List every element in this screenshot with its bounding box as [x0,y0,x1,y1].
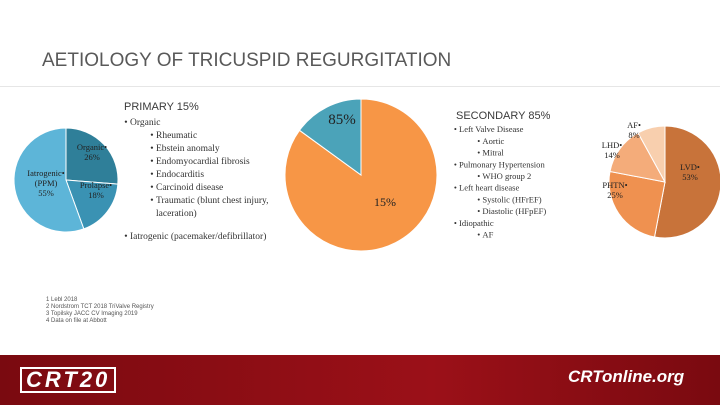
divider [0,86,720,87]
slice-label: Iatrogenic• (PPM) 55% [24,168,68,198]
slice-name: PHTN• [602,180,628,190]
sub-bullet: AF [482,230,585,242]
pie-slice [13,127,85,233]
sub-bullet: Traumatic (blunt chest injury, laceratio… [156,195,295,221]
bullet-text: Organic [130,118,161,128]
slice-value: 26% [84,152,100,162]
slice-value: 8% [628,130,640,140]
footnote: 1 Lebl 2018 [46,297,78,303]
slice-name: Prolapse• [79,180,113,190]
sub-list: WHO group 2 [459,172,585,184]
pie-slice [298,98,362,176]
heading: SECONDARY 85% [456,110,551,122]
sub-bullet: Ebstein anomaly [156,143,295,156]
pie-slice [637,125,666,183]
logo: CRTonline.org [568,367,685,386]
pie-slice [65,127,119,185]
slice-label: Prolapse• 18% [74,180,118,200]
bullet-text: Iatrogenic (pacemaker/defibrillator) [130,232,267,242]
sub-bullet: Carcinoid disease [156,182,295,195]
slice-value: 25% [607,190,623,200]
logo: CRT20 [20,367,117,393]
slice-name: LHD• [601,140,623,150]
bullet: Left Valve Disease AorticMitral [459,125,585,160]
slice-value: 85% [328,112,356,128]
sub-bullet: Endomyocardial fibrosis [156,156,295,169]
sub-bullet: Rheumatic [156,130,295,143]
bullet-list: Left Valve Disease AorticMitralPulmonary … [450,125,585,242]
sub-bullet: Endocarditis [156,169,295,182]
slice-value: 18% [88,190,104,200]
bullet-text: Left heart disease [459,184,520,194]
sub-bullet: Systolic (HFrEF) [482,195,585,207]
slice-label: 15% [363,195,407,210]
footnote: 4 Data on file at Abbott [46,318,107,324]
slice-label: AF• 8% [612,120,656,140]
slice-name: Iatrogenic• (PPM) [27,168,65,188]
pie-slice [653,125,720,239]
bullet: Organic RheumaticEbstein anomalyEndomyoca… [130,117,295,221]
sub-list: AorticMitral [459,137,585,160]
bullet: Left heart diseaseSystolic (HFrEF)Diasto… [459,184,585,219]
slice-name: AF• [627,120,641,130]
footnote: 3 Topilsky JACC CV Imaging 2019 [46,311,138,317]
slice-value: 53% [682,172,698,182]
pie-slice [65,179,119,230]
sub-bullet: Mitral [482,148,585,160]
sub-list: AF [459,230,585,242]
footer: CRT20 CRTonline.org [0,355,720,405]
footnotes: 1 Lebl 2018 2 Nordstrom TCT 2018 TriValve… [46,297,154,325]
sub-bullet: Aortic [482,137,585,149]
slice-value: 55% [38,188,54,198]
slice-label: PHTN• 25% [593,180,637,200]
heading: PRIMARY 15% [124,101,199,113]
bullet-list: Organic RheumaticEbstein anomalyEndomyoca… [120,117,295,244]
slice-label: 85% [320,112,364,129]
slice-label: LHD• 14% [590,140,634,160]
slice-label: Organic• 26% [70,142,114,162]
slice-label: LVD• 53% [668,162,712,182]
bullet: IdiopathicAF [459,219,585,242]
footnote: 2 Nordstrom TCT 2018 TriValve Registry [46,304,154,310]
sub-bullet: WHO group 2 [482,172,585,184]
slice-name: LVD• [680,162,700,172]
bullet: Iatrogenic (pacemaker/defibrillator) [130,231,295,244]
sub-list: Systolic (HFrEF)Diastolic (HFpEF) [459,195,585,218]
sub-list: RheumaticEbstein anomalyEndomyocardial f… [130,130,295,221]
bullet-text: Pulmonary Hypertension [459,161,545,170]
list: Left Valve Disease AorticMitralPulmonary … [450,125,585,242]
sub-bullet: Diastolic (HFpEF) [482,207,585,219]
slice-name: Organic• [76,142,108,152]
slice-value: 15% [374,195,396,209]
title: AETIOLOGY OF TRICUSPID REGURGITATION [42,50,452,71]
bullet: Pulmonary Hypertension WHO group 2 [459,160,585,183]
list: Organic RheumaticEbstein anomalyEndomyoca… [120,117,295,244]
bullet-text: Left Valve Disease [459,125,524,135]
slice-value: 14% [604,150,620,160]
pie-slice [608,170,666,238]
bullet-text: Idiopathic [459,219,494,229]
